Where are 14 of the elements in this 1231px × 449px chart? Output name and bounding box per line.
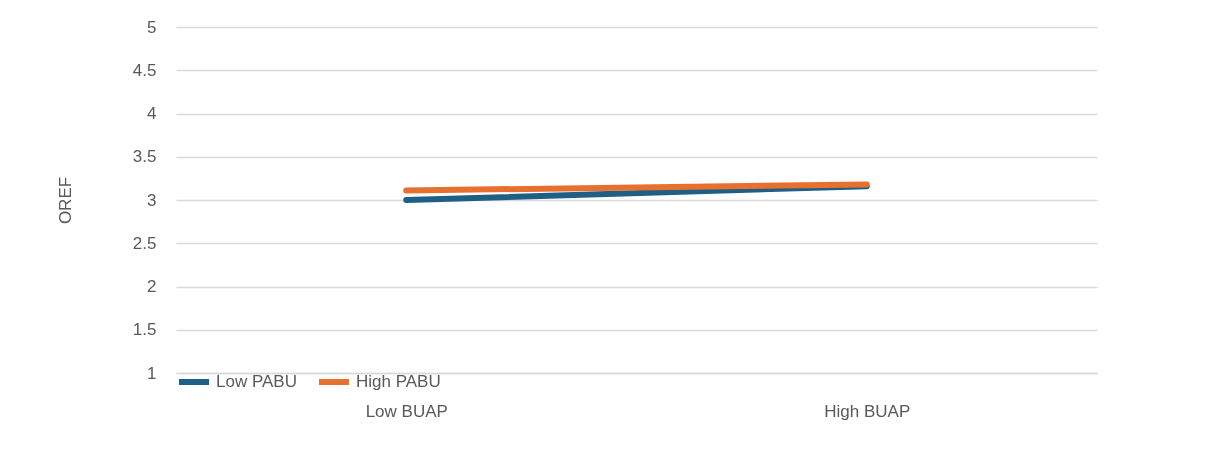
y-tick-label: 1.5 <box>132 320 157 340</box>
y-tick-label: 3.5 <box>132 147 157 167</box>
y-tick-label: 4 <box>147 104 157 123</box>
x-tick-label: Low BUAP <box>365 401 448 421</box>
y-tick-label: 5 <box>147 17 157 37</box>
x-tick-label: High BUAP <box>824 401 911 421</box>
y-tick-label: 2.5 <box>132 233 157 253</box>
y-tick-label: 4.5 <box>132 60 157 80</box>
legend-label: High PABU <box>356 372 441 391</box>
y-axis-title: OREF <box>55 176 75 225</box>
y-tick-label: 1 <box>147 363 157 383</box>
y-tick-label: 3 <box>147 190 157 210</box>
legend-label: Low PABU <box>216 372 297 391</box>
y-tick-label: 2 <box>147 277 157 296</box>
